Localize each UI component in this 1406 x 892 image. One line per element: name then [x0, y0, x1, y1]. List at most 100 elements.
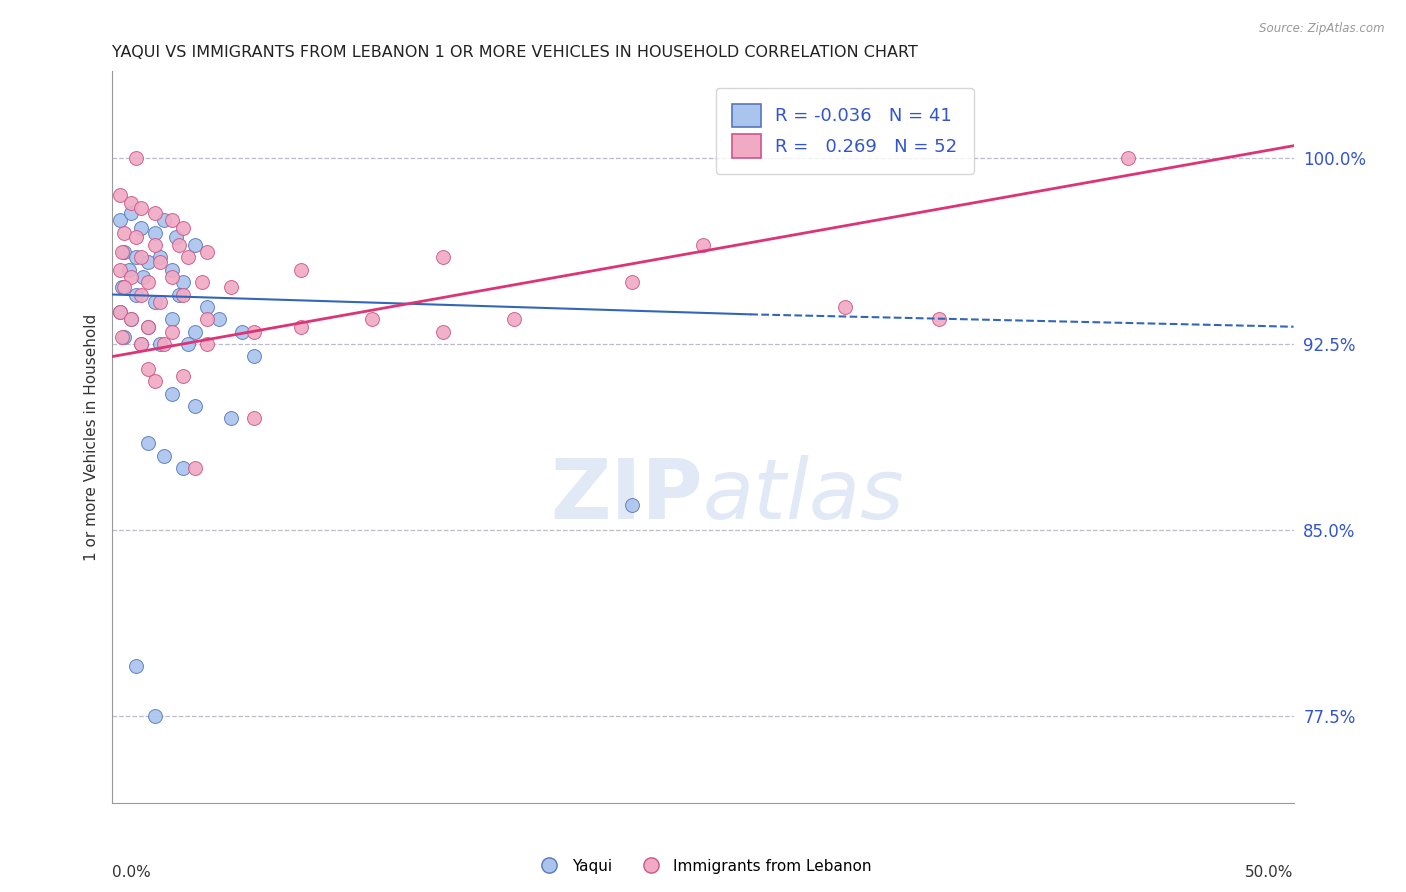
Point: [160, 386, 183, 401]
Point: [108, 213, 131, 227]
Point: [136, 275, 159, 289]
Point: [112, 280, 135, 294]
Point: [149, 255, 172, 269]
Point: [1116, 151, 1139, 165]
Point: [219, 411, 242, 425]
Point: [172, 275, 194, 289]
Point: [108, 305, 131, 319]
Point: [184, 461, 207, 475]
Point: [172, 461, 194, 475]
Point: [503, 312, 526, 326]
Point: [125, 287, 148, 301]
Point: [120, 270, 142, 285]
Point: [108, 188, 131, 202]
Point: [125, 250, 148, 264]
Point: [160, 325, 183, 339]
Text: YAQUI VS IMMIGRANTS FROM LEBANON 1 OR MORE VEHICLES IN HOUSEHOLD CORRELATION CHA: YAQUI VS IMMIGRANTS FROM LEBANON 1 OR MO…: [112, 45, 918, 61]
Point: [108, 262, 131, 277]
Y-axis label: 1 or more Vehicles in Household: 1 or more Vehicles in Household: [83, 313, 98, 561]
Point: [208, 312, 231, 326]
Text: ZIP: ZIP: [551, 455, 703, 536]
Point: [112, 329, 135, 343]
Point: [143, 295, 166, 310]
Point: [834, 300, 856, 314]
Point: [160, 312, 183, 326]
Point: [153, 213, 176, 227]
Point: [129, 250, 152, 264]
Point: [149, 295, 172, 310]
Text: 50.0%: 50.0%: [1246, 864, 1294, 880]
Point: [143, 205, 166, 219]
Point: [112, 226, 135, 240]
Point: [132, 270, 155, 285]
Text: atlas: atlas: [703, 455, 904, 536]
Point: [112, 245, 135, 260]
Text: Source: ZipAtlas.com: Source: ZipAtlas.com: [1260, 22, 1385, 36]
Point: [184, 325, 207, 339]
Point: [136, 319, 159, 334]
Point: [136, 319, 159, 334]
Point: [243, 350, 266, 364]
Point: [184, 399, 207, 413]
Point: [129, 220, 152, 235]
Point: [177, 250, 200, 264]
Point: [167, 287, 190, 301]
Point: [120, 312, 142, 326]
Point: [361, 312, 384, 326]
Legend: Yaqui, Immigrants from Lebanon: Yaqui, Immigrants from Lebanon: [527, 853, 879, 880]
Point: [172, 220, 194, 235]
Point: [177, 337, 200, 351]
Point: [621, 498, 644, 512]
Point: [928, 312, 950, 326]
Point: [111, 280, 134, 294]
Point: [143, 709, 166, 723]
Point: [125, 230, 148, 244]
Point: [143, 238, 166, 252]
Point: [149, 337, 172, 351]
Text: 0.0%: 0.0%: [112, 864, 152, 880]
Point: [129, 337, 152, 351]
Point: [160, 262, 183, 277]
Point: [165, 230, 187, 244]
Point: [136, 255, 159, 269]
Point: [149, 250, 172, 264]
Point: [290, 262, 312, 277]
Point: [195, 300, 218, 314]
Point: [195, 312, 218, 326]
Point: [184, 238, 207, 252]
Point: [621, 275, 644, 289]
Point: [692, 238, 714, 252]
Point: [231, 325, 253, 339]
Point: [432, 325, 454, 339]
Point: [120, 312, 142, 326]
Point: [195, 245, 218, 260]
Point: [118, 262, 141, 277]
Point: [172, 287, 194, 301]
Point: [125, 151, 148, 165]
Point: [108, 305, 131, 319]
Point: [219, 280, 242, 294]
Point: [172, 369, 194, 384]
Point: [125, 659, 148, 673]
Point: [191, 275, 214, 289]
Point: [111, 329, 134, 343]
Point: [160, 270, 183, 285]
Point: [153, 337, 176, 351]
Point: [120, 195, 142, 210]
Point: [129, 337, 152, 351]
Point: [195, 337, 218, 351]
Point: [160, 213, 183, 227]
Point: [167, 238, 190, 252]
Point: [111, 245, 134, 260]
Legend: R = -0.036   N = 41, R =   0.269   N = 52: R = -0.036 N = 41, R = 0.269 N = 52: [716, 87, 974, 174]
Point: [136, 436, 159, 450]
Point: [290, 319, 312, 334]
Point: [136, 362, 159, 376]
Point: [129, 287, 152, 301]
Point: [153, 449, 176, 463]
Point: [143, 374, 166, 388]
Point: [432, 250, 454, 264]
Point: [243, 325, 266, 339]
Point: [120, 205, 142, 219]
Point: [129, 201, 152, 215]
